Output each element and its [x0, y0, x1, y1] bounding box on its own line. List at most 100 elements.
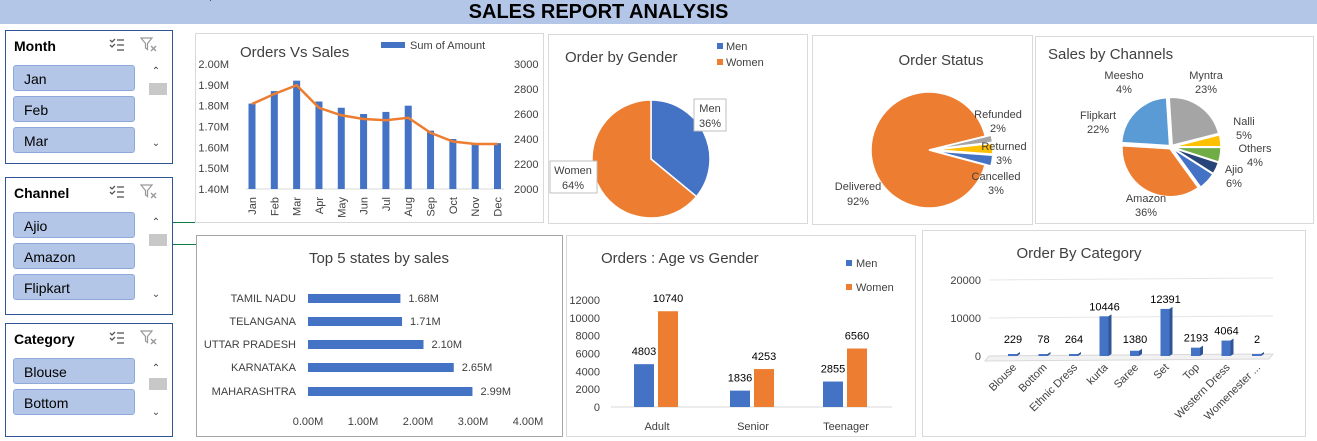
- legend-label: Men: [856, 258, 877, 270]
- slicer-header: Category: [14, 331, 75, 347]
- series-line: [251, 83, 498, 146]
- chart-age-vs-gender[interactable]: Orders : Age vs Gender Men Women 0 2000 4000 6…: [566, 235, 916, 437]
- slicer-item-bottom[interactable]: Bottom: [13, 389, 135, 415]
- slicer-item-jan[interactable]: Jan: [13, 65, 135, 91]
- bar: [823, 381, 843, 407]
- x-tick-label: Aug: [403, 197, 415, 217]
- data-label-box: [693, 98, 727, 132]
- sales-by-channels-svg: Sales by Channels Amazon 36% Myntra 23% Flipk…: [1048, 46, 1272, 219]
- data-label-value: 36%: [1135, 207, 1157, 219]
- scrollbar[interactable]: ⌃ ⌄: [146, 362, 167, 422]
- data-label-name: Women: [554, 165, 592, 177]
- bar: [1069, 354, 1078, 356]
- x-tick-label: Jun: [359, 197, 371, 215]
- bar: [308, 387, 473, 396]
- chevron-up-icon[interactable]: ⌃: [151, 217, 161, 228]
- gridline: [988, 277, 1274, 281]
- chart-title: Order by Gender: [565, 49, 678, 66]
- bar: [308, 363, 454, 372]
- chevron-down-icon[interactable]: ⌄: [151, 289, 161, 300]
- bar-side: [1169, 306, 1173, 356]
- data-label: 4253: [752, 351, 776, 363]
- clear-filter-icon[interactable]: [140, 329, 158, 347]
- scroll-thumb[interactable]: [149, 83, 167, 95]
- chart-order-by-category[interactable]: Order By Category 0 10000 20000 229 Blouse 78 B…: [922, 230, 1306, 437]
- slicer-item-amazon[interactable]: Amazon: [13, 243, 135, 269]
- connector-line: [172, 244, 196, 245]
- bar: [1160, 308, 1170, 356]
- slicer-item-mar[interactable]: Mar: [13, 127, 135, 153]
- bar: [270, 91, 278, 189]
- connector-line: [210, 0, 211, 1]
- order-by-gender-svg: Order by Gender Men Women Men 36% Women 64%: [549, 41, 764, 219]
- data-label-box: [549, 160, 598, 194]
- chart-title: Orders Vs Sales: [240, 44, 349, 61]
- y-tick-label: 20000: [950, 275, 981, 287]
- category-label: TAMIL NADU: [231, 293, 296, 305]
- chevron-up-icon[interactable]: ⌃: [151, 363, 161, 374]
- multi-select-icon[interactable]: [108, 183, 126, 201]
- chevron-down-icon[interactable]: ⌄: [151, 138, 161, 149]
- chart-top-states[interactable]: Top 5 states by sales TAMIL NADU 1.68M TELA…: [196, 235, 563, 437]
- chart-orders-vs-sales[interactable]: Orders Vs Sales Sum of Amount 1.40M 1.50M 1.…: [195, 33, 544, 223]
- scrollbar[interactable]: ⌃ ⌄: [146, 216, 167, 304]
- bar: [658, 311, 678, 407]
- data-label-value: 22%: [1087, 124, 1109, 136]
- y-tick-label: 10000: [569, 313, 600, 325]
- legend-swatch: [846, 260, 852, 266]
- scroll-thumb[interactable]: [149, 234, 167, 246]
- scrollbar[interactable]: ⌃ ⌄: [146, 65, 167, 153]
- bar: [1191, 347, 1200, 356]
- x-tick-label: Jul: [381, 197, 393, 211]
- data-label-value: 3%: [988, 185, 1004, 197]
- scroll-thumb[interactable]: [149, 378, 167, 390]
- bar: [427, 130, 435, 189]
- bar: [248, 103, 256, 189]
- x-tick-label: 4.00M: [513, 416, 544, 428]
- data-label-name: Meesho: [1104, 70, 1143, 82]
- data-label: 6560: [845, 331, 869, 343]
- x-tick-label: Sep: [426, 197, 438, 217]
- slicer-item-flipkart[interactable]: Flipkart: [13, 274, 135, 300]
- chevron-up-icon[interactable]: ⌃: [151, 66, 161, 77]
- data-label: 264: [1065, 334, 1083, 346]
- multi-select-icon[interactable]: [108, 329, 126, 347]
- slicer-item-blouse[interactable]: Blouse: [13, 358, 135, 384]
- slicer-item-ajio[interactable]: Ajio: [13, 212, 135, 238]
- data-label: 78: [1037, 334, 1049, 346]
- floor: [983, 353, 1275, 362]
- y2-tick-label: 2000: [514, 184, 538, 196]
- data-label-value: 4%: [1116, 84, 1132, 96]
- y-tick-label: 2000: [576, 384, 600, 396]
- chart-sales-by-channels[interactable]: Sales by Channels Amazon 36% Myntra 23% Flipk…: [1035, 36, 1314, 224]
- bar: [634, 364, 654, 407]
- slicer-channel: Channel Ajio Amazon Flipkart ⌃ ⌄: [5, 177, 173, 315]
- x-tick-label: Oct: [448, 197, 460, 214]
- bar: [308, 317, 403, 326]
- top-states-svg: Top 5 states by sales TAMIL NADU 1.68M TELA…: [204, 250, 544, 428]
- category-label: TELANGANA: [229, 316, 296, 328]
- data-label-name: Refunded: [974, 109, 1022, 121]
- y-tick-label: 1.80M: [198, 101, 229, 113]
- chart-order-status[interactable]: Order Status Refunded 2% Returned 3% Cancelle…: [812, 35, 1033, 225]
- legend-swatch: [381, 42, 405, 48]
- bar: [293, 80, 301, 189]
- y-tick-label: 1.50M: [198, 163, 229, 175]
- chart-order-by-gender[interactable]: Order by Gender Men Women Men 36% Women 64%: [548, 34, 808, 224]
- x-tick-label: 1.00M: [348, 416, 379, 428]
- clear-filter-icon[interactable]: [140, 36, 158, 54]
- multi-select-icon[interactable]: [108, 36, 126, 54]
- y-tick-label: 12000: [569, 295, 600, 307]
- bar: [730, 390, 750, 407]
- order-by-category-svg: Order By Category01000020000229Blouse78B…: [950, 245, 1275, 423]
- bar: [1038, 354, 1048, 356]
- bar: [471, 143, 479, 189]
- y2-tick-label: 2400: [514, 134, 538, 146]
- data-label-name: Myntra: [1189, 70, 1224, 82]
- y2-tick-label: 3000: [514, 59, 538, 71]
- chevron-down-icon[interactable]: ⌄: [151, 407, 161, 418]
- slicer-item-feb[interactable]: Feb: [13, 96, 135, 122]
- clear-filter-icon[interactable]: [140, 183, 158, 201]
- x-tick-label: Saree: [1112, 362, 1141, 391]
- data-label-name: Others: [1238, 143, 1272, 155]
